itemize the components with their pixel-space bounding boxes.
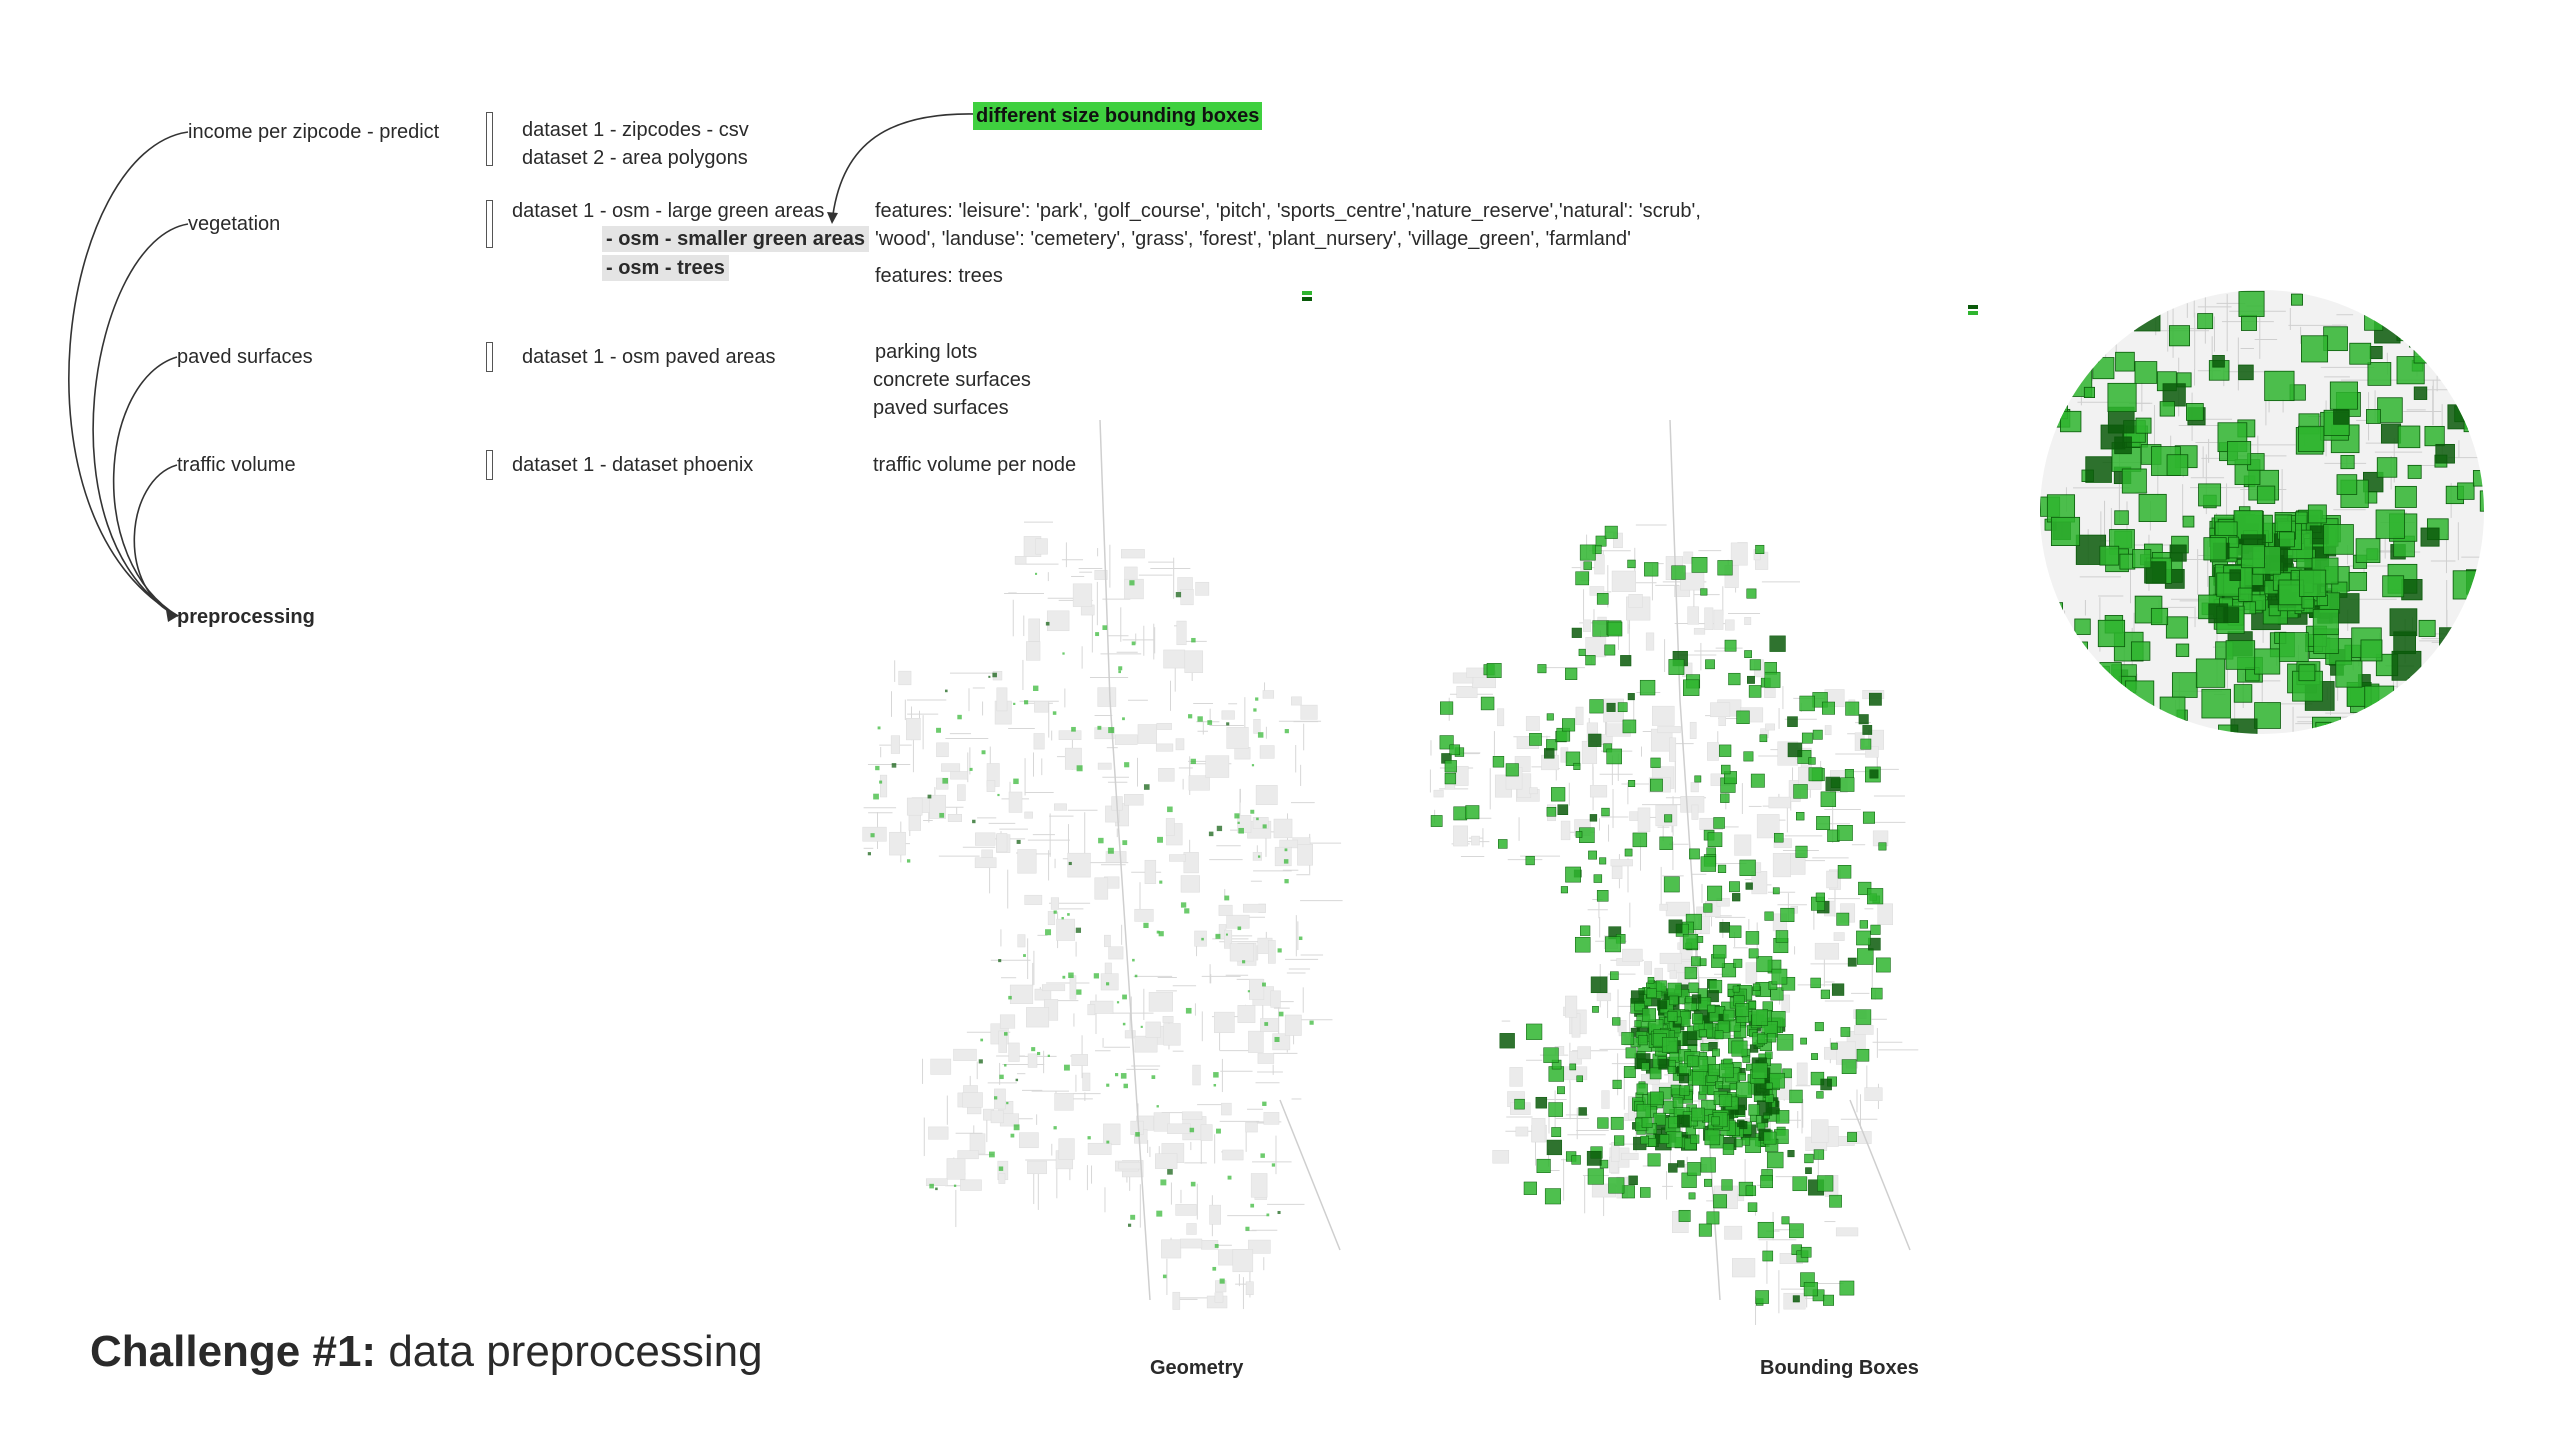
title-rest: data preprocessing [388, 1327, 763, 1376]
category-paved-surfaces: paved surfaces [177, 346, 313, 368]
dataset-traffic-1: dataset 1 - dataset phoenix [512, 454, 754, 476]
map-label-bounding-boxes: Bounding Boxes [1760, 1357, 1919, 1379]
dataset-vegetation-smaller-green: - osm - smaller green areas [602, 226, 870, 252]
category-vegetation: vegetation [188, 213, 281, 235]
dataset-income-1: dataset 1 - zipcodes - csv [522, 119, 749, 141]
features-vegetation-line-2: 'wood', 'landuse': 'cemetery', 'grass', … [875, 228, 1631, 250]
dataset-vegetation-trees: - osm - trees [602, 255, 729, 281]
feature-traffic-per-node: traffic volume per node [873, 454, 1077, 476]
dataset-paved-1: dataset 1 - osm paved areas [522, 346, 776, 368]
legend-geometry [1302, 290, 1315, 302]
divider-bar-vegetation [486, 200, 493, 248]
title-bold: Challenge #1: [90, 1327, 377, 1376]
feature-parking-lots: parking lots [875, 341, 978, 363]
divider-bar-traffic [486, 450, 493, 480]
target-preprocessing: preprocessing [177, 606, 315, 628]
page-title: Challenge #1: data preprocessing [90, 1326, 763, 1378]
features-trees: features: trees [875, 265, 1003, 287]
legend-bbox [1968, 304, 1981, 316]
dataset-income-2: dataset 2 - area polygons [522, 147, 748, 169]
map-label-geometry: Geometry [1150, 1357, 1244, 1379]
feature-concrete-surfaces: concrete surfaces [873, 369, 1031, 391]
features-vegetation-line-1: features: 'leisure': 'park', 'golf_cours… [875, 200, 1701, 222]
divider-bar-income [486, 112, 493, 166]
dataset-vegetation-1: dataset 1 - osm - large green areas [512, 200, 825, 222]
category-traffic-volume: traffic volume [177, 454, 296, 476]
callout-bounding-boxes: different size bounding boxes [973, 102, 1263, 130]
feature-paved-surfaces: paved surfaces [873, 397, 1009, 419]
category-income: income per zipcode - predict [188, 121, 440, 143]
divider-bar-paved [486, 342, 493, 372]
